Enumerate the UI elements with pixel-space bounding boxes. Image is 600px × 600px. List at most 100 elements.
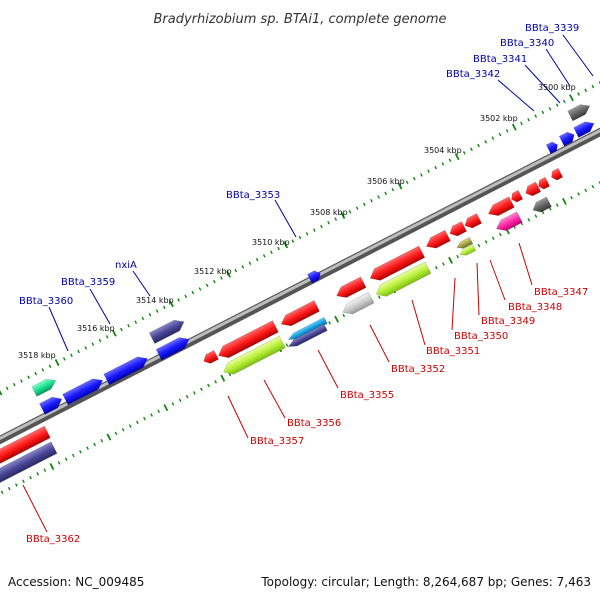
gene-bbta-3356b-shape (218, 320, 279, 358)
gene-label-bbta-3350[interactable]: BBta_3350 (454, 331, 508, 342)
gene-bbta-3350 (456, 236, 474, 249)
kbp-label: 3506 kbp (367, 177, 405, 186)
outer-tick-mark (77, 349, 80, 354)
outer-tick-mark (84, 346, 88, 350)
outer-tick-mark (511, 123, 517, 131)
inner-tick-mark (22, 479, 25, 484)
kbp-label: 3514 kbp (136, 296, 174, 305)
gene-label-nxia[interactable]: nxiA (115, 260, 137, 271)
outer-tick-mark (562, 99, 566, 104)
gene-bbta-3360-b (31, 379, 57, 397)
outer-tick-mark (34, 371, 38, 376)
gene-bbta-3361 (0, 425, 51, 465)
outer-tick-mark (434, 165, 438, 170)
gene-nxia-shape (148, 319, 185, 344)
callout-line (524, 64, 561, 104)
outer-tick-mark (270, 250, 273, 254)
gene-label-bbta-3360[interactable]: BBta_3360 (19, 296, 73, 307)
kbp-label: 3502 kbp (480, 114, 518, 123)
gene-label-bbta-3348[interactable]: BBta_3348 (508, 302, 562, 313)
gene-label-bbta-3351[interactable]: BBta_3351 (426, 346, 480, 357)
gene-bbta-3357 (203, 350, 219, 364)
outer-tick-mark (548, 107, 552, 111)
gene-label-bbta-3355[interactable]: BBta_3355 (340, 390, 394, 401)
gene-bbta-3347-shape (532, 196, 552, 213)
inner-tick-mark (178, 398, 182, 403)
gene-label-bbta-3353[interactable]: BBta_3353 (226, 190, 280, 201)
gene-bbta-3351 (369, 245, 426, 281)
map-title: Bradyrhizobium sp. BTAi1, complete genom… (153, 12, 446, 27)
gene-label-bbta-3352[interactable]: BBta_3352 (391, 364, 445, 375)
outer-tick-mark (527, 118, 530, 122)
outer-tick-mark (384, 191, 388, 196)
gene-label-bbta-3342[interactable]: BBta_3342 (446, 69, 500, 80)
gene-bbta-3340 (567, 104, 591, 122)
kbp-label: 3516 kbp (77, 324, 115, 333)
gene-bbta-3362-shape (0, 441, 58, 483)
gene-label-bbta-3347[interactable]: BBta_3347 (534, 287, 588, 298)
gene-label-bbta-3359[interactable]: BBta_3359 (61, 277, 115, 288)
gene-bbta-3345-shape (551, 167, 564, 181)
outer-tick-mark (534, 114, 538, 118)
gene-label-bbta-3349[interactable]: BBta_3349 (481, 316, 535, 327)
outer-tick-mark (491, 136, 495, 140)
minus-strand-labels: BBta_3347 BBta_3348 BBta_3349 BBta_3350 … (26, 287, 588, 545)
outer-tick-mark (91, 342, 95, 346)
outer-tick-mark (462, 151, 466, 155)
inner-tick-mark (79, 450, 82, 454)
gene-bbta-3350b-shape (449, 221, 467, 237)
outer-tick-mark (234, 268, 238, 273)
callout-line (369, 324, 390, 363)
gene-label-bbta-3357[interactable]: BBta_3357 (250, 436, 304, 447)
inner-tick-mark (498, 232, 502, 237)
gene-bbta-3359 (103, 356, 148, 386)
inner-tick-mark (106, 433, 112, 441)
outer-tick-mark (505, 129, 509, 133)
outer-tick-mark (127, 324, 130, 328)
outer-tick-mark (62, 357, 66, 361)
outer-tick-mark (427, 169, 430, 174)
outer-tick-mark (312, 228, 316, 232)
kbp-label: 3504 kbp (424, 146, 462, 155)
gene-label-bbta-3339[interactable]: BBta_3339 (525, 23, 579, 34)
inner-tick-mark (128, 424, 132, 428)
gene-label-bbta-3362[interactable]: BBta_3362 (26, 534, 80, 545)
outer-tick-mark (198, 287, 202, 291)
gene-bbta-3356-shape (223, 335, 286, 375)
inner-tick-mark (93, 442, 97, 447)
inner-tick-mark (214, 380, 218, 384)
callout-line (545, 48, 571, 87)
outer-tick-mark (298, 235, 302, 240)
inner-tick-mark (377, 295, 381, 299)
gene-bbta-3360-shape (39, 396, 63, 415)
outer-tick-mark (397, 182, 403, 190)
gene-bbta-3355-shape (287, 323, 328, 347)
inner-tick-mark (192, 391, 196, 395)
gene-bbta-3359-b (62, 378, 104, 406)
inner-tick-mark (484, 240, 488, 244)
gene-bbta-3342 (545, 141, 558, 155)
inner-tick-mark (143, 416, 146, 421)
gene-bbta-3354-shape (280, 300, 320, 327)
outer-tick-mark (277, 246, 280, 251)
inner-tick-mark (548, 207, 552, 211)
outer-tick-mark (320, 224, 323, 229)
gene-bbta-3351b-shape (425, 229, 451, 249)
gene-bbta-3339 (573, 121, 595, 138)
gene-bbta-3352-shape (342, 292, 375, 315)
gene-bbta-3349 (464, 213, 482, 229)
gene-bbta-3356 (223, 335, 286, 375)
gene-bbta-3350c-shape (459, 243, 477, 256)
gene-bbta-3346 (538, 176, 551, 190)
gene-bbta-3360 (39, 396, 63, 415)
gene-label-bbta-3340[interactable]: BBta_3340 (500, 38, 554, 49)
gene-label-bbta-3341[interactable]: BBta_3341 (473, 54, 527, 65)
outer-tick-mark (470, 147, 473, 151)
inner-tick-mark (114, 431, 118, 436)
gene-label-bbta-3356[interactable]: BBta_3356 (287, 418, 341, 429)
gene-bbta-3347c (511, 189, 524, 203)
outer-tick-row (0, 81, 600, 396)
inner-tick-mark (456, 254, 460, 259)
inner-tick-mark (86, 446, 89, 450)
outer-tick-mark (477, 143, 480, 148)
